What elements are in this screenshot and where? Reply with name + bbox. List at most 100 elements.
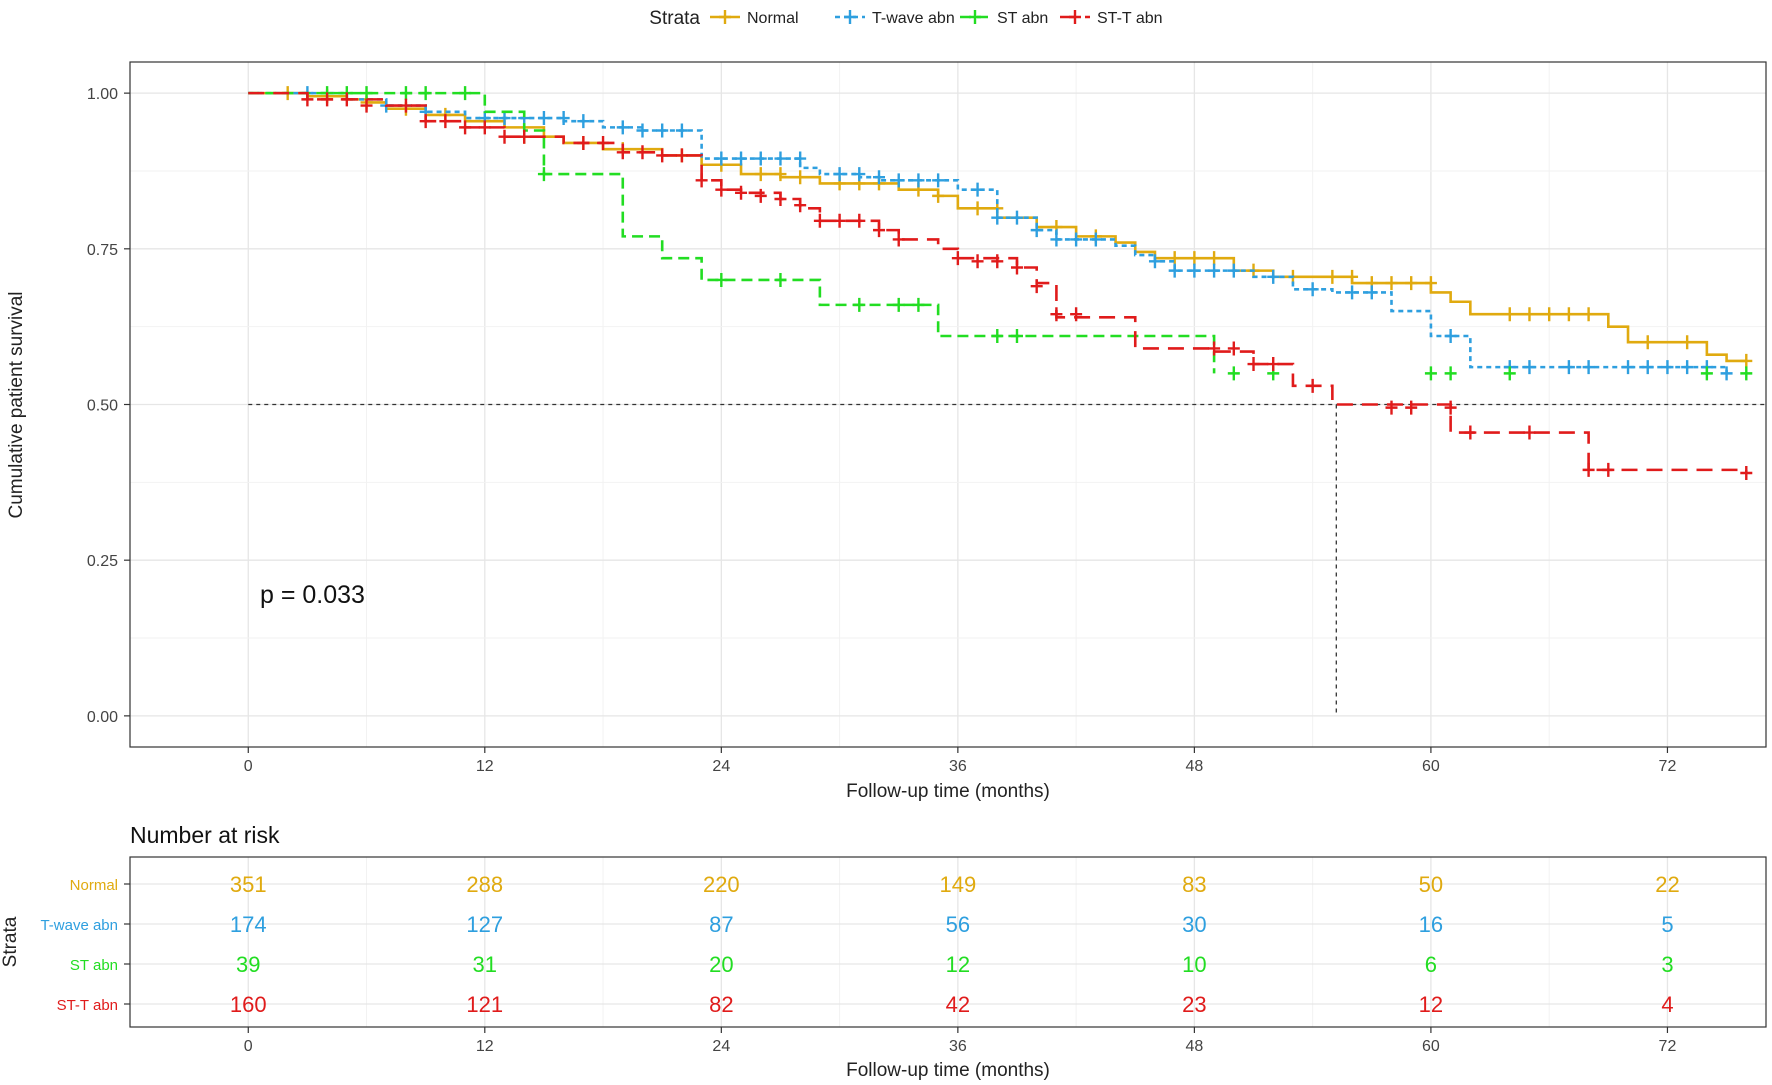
censor-mark-normal [754,167,767,182]
risk-table-x-label: Follow-up time (months) [846,1060,1050,1081]
censor-mark-st-t-abn [813,213,826,228]
censor-mark-st-t-abn [1523,425,1536,440]
risk-x-tick-label: 24 [712,1038,730,1055]
risk-count-t-wave-abn: 56 [946,912,970,937]
censor-mark-normal [774,167,787,182]
risk-row-label-st-abn: ST abn [70,957,118,974]
risk-count-st-abn: 6 [1425,952,1437,977]
legend-key-marker-st-t-abn [1069,10,1081,24]
censor-mark-t-wave-abn [1148,254,1161,269]
censor-mark-st-t-abn [1010,260,1023,275]
risk-count-st-abn: 3 [1661,952,1673,977]
censor-mark-st-t-abn [1464,425,1477,440]
censor-mark-normal [1208,251,1221,266]
censor-mark-t-wave-abn [1523,360,1536,375]
censor-mark-t-wave-abn [1582,360,1595,375]
x-axis: 0 12 24 36 48 60 72 [244,747,1677,775]
x-tick-label: 36 [949,758,967,775]
censor-mark-normal [932,188,945,203]
censor-mark-st-t-abn [1208,341,1221,356]
censor-mark-st-t-abn [656,148,669,163]
risk-count-t-wave-abn: 5 [1661,912,1673,937]
y-axis: 0.00 0.25 0.50 0.75 1.00 [87,86,130,726]
censor-mark-normal [1424,276,1437,291]
risk-row-label-normal: Normal [70,877,118,894]
censor-mark-st-t-abn [695,173,708,188]
censor-mark-st-t-abn [1227,341,1240,356]
risk-x-tick-label: 0 [244,1038,253,1055]
risk-count-st-t-abn: 4 [1661,992,1673,1017]
censor-mark-st-t-abn [419,114,432,129]
y-tick-label: 0.00 [87,709,118,726]
curve-st-t-abn [248,91,1748,473]
censor-mark-st-t-abn [439,114,452,129]
censor-mark-t-wave-abn [1720,366,1733,381]
censor-mark-t-wave-abn [912,173,925,188]
risk-table-rows: Normal 351 288 220 149 83 50 22 T-wave abn 174 127… [40,872,1679,1017]
censor-mark-normal [1740,353,1753,368]
risk-table-border [129,856,1767,1028]
censor-mark-t-wave-abn [1365,285,1378,300]
p-value-annotation: p = 0.033 [260,581,365,609]
censor-mark-normal [794,170,807,185]
x-axis-label: Follow-up time (months) [846,781,1050,802]
risk-count-st-t-abn: 12 [1419,992,1443,1017]
censor-mark-st-abn [715,272,728,287]
censor-mark-st-abn [774,272,787,287]
legend-items: Normal T-wave abn ST abn ST-T abn [710,10,1163,27]
legend-title: Strata [649,8,700,29]
x-tick-label: 24 [712,758,730,775]
risk-count-normal: 288 [466,872,503,897]
censor-mark-normal [1326,269,1339,284]
censor-mark-st-abn [1740,366,1753,381]
x-tick-label: 72 [1659,758,1677,775]
y-axis-label: Cumulative patient survival [6,291,27,518]
y-tick-label: 0.25 [87,553,118,570]
censor-mark-st-t-abn [360,98,373,113]
censor-mark-normal [1523,307,1536,322]
censor-mark-t-wave-abn [715,151,728,166]
risk-row-label-t-wave-abn: T-wave abn [40,917,118,934]
risk-count-st-abn: 31 [473,952,497,977]
legend-key-marker-normal [719,10,731,24]
censor-mark-normal [1405,276,1418,291]
censor-mark-st-t-abn [399,98,412,113]
risk-count-st-abn: 20 [709,952,733,977]
risk-count-st-abn: 10 [1182,952,1206,977]
x-tick-label: 48 [1185,758,1203,775]
censor-mark-t-wave-abn [794,151,807,166]
censor-mark-st-t-abn [754,188,767,203]
censor-mark-st-abn [1503,366,1516,381]
censor-mark-st-abn [360,86,373,101]
x-tick-label: 60 [1422,758,1440,775]
censor-mark-st-abn [1444,366,1457,381]
risk-count-normal: 50 [1419,872,1443,897]
censor-mark-t-wave-abn [1267,269,1280,284]
censor-mark-t-wave-abn [971,182,984,197]
risk-count-t-wave-abn: 30 [1182,912,1206,937]
censor-mark-t-wave-abn [833,167,846,182]
censor-mark-normal [1503,307,1516,322]
censor-mark-st-t-abn [1070,307,1083,322]
censor-mark-t-wave-abn [1562,360,1575,375]
risk-count-st-t-abn: 42 [946,992,970,1017]
censor-mark-st-t-abn [853,213,866,228]
censor-mark-st-abn [419,86,432,101]
censor-mark-st-t-abn [616,145,629,160]
censor-mark-t-wave-abn [1227,263,1240,278]
legend: Strata Normal T-wave abn ST abn ST-T abn [649,8,1162,29]
censor-mark-st-t-abn [301,92,314,107]
censor-mark-st-t-abn [951,251,964,266]
censor-mark-t-wave-abn [892,173,905,188]
risk-x-tick-label: 36 [949,1038,967,1055]
legend-label-t-wave-abn: T-wave abn [872,10,955,27]
censor-mark-st-t-abn [1405,400,1418,415]
censor-mark-st-t-abn [1030,279,1043,294]
legend-key-marker-st-abn [969,10,981,24]
censor-mark-t-wave-abn [1622,360,1635,375]
median-reference-lines [248,403,1766,716]
legend-label-st-abn: ST abn [997,10,1048,27]
censor-mark-st-t-abn [1740,466,1753,480]
censor-mark-st-abn [459,86,472,101]
